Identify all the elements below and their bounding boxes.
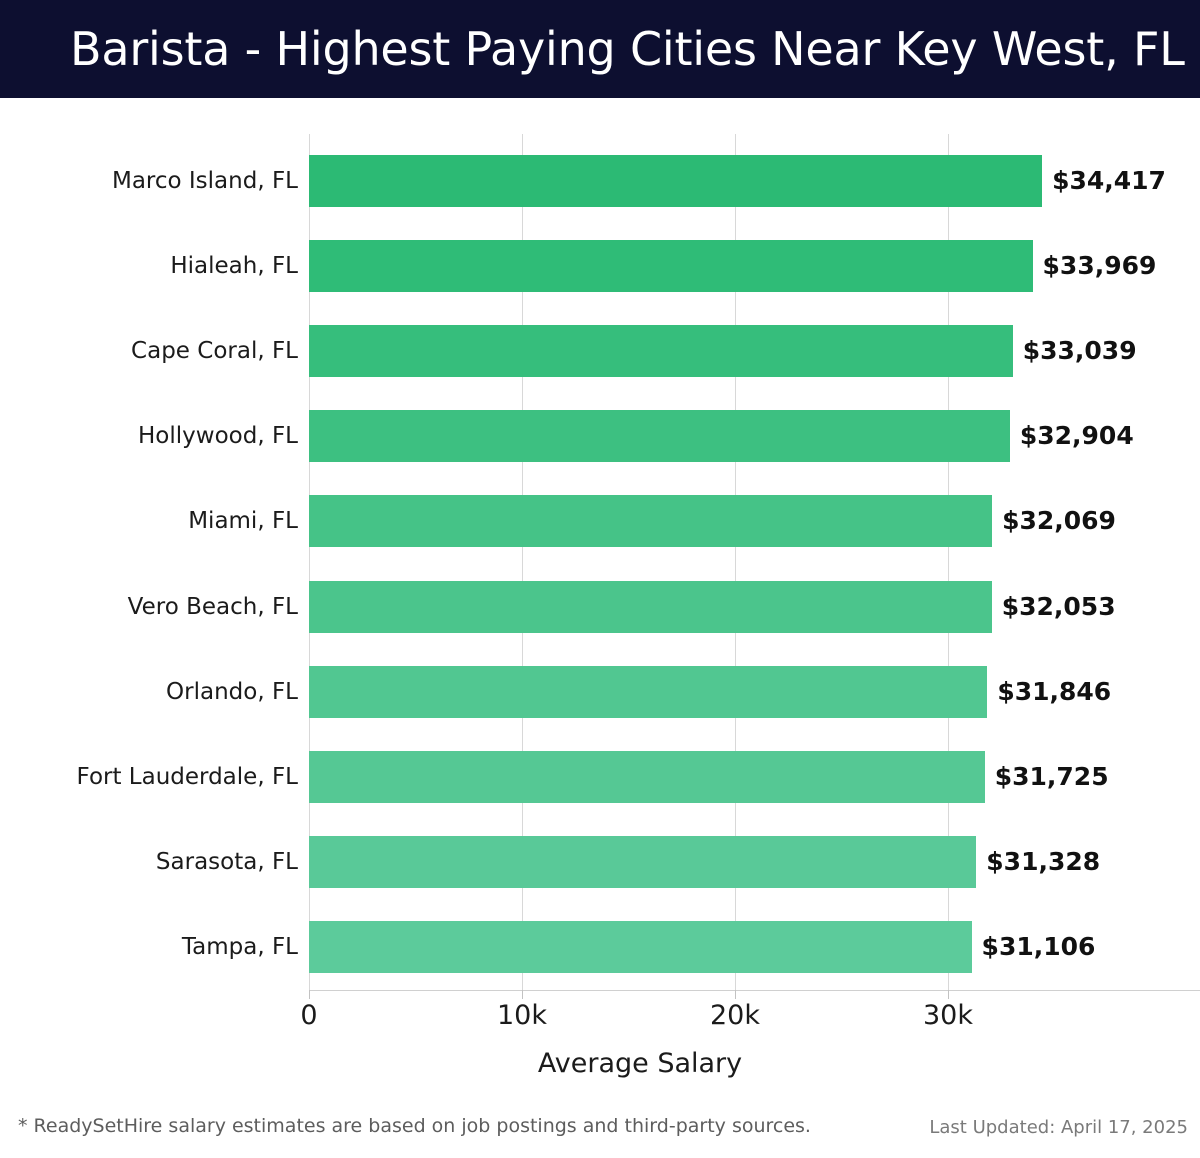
bar-row[interactable]: Sarasota, FL $31,328	[0, 835, 1200, 888]
bar-category-label: Sarasota, FL	[155, 848, 298, 875]
bar-category-label: Cape Coral, FL	[131, 338, 298, 365]
bar-category-label: Hollywood, FL	[138, 423, 298, 450]
bar-value-label: $33,969	[1042, 251, 1157, 281]
bar-value-label: $31,846	[997, 676, 1112, 706]
bar[interactable]	[309, 580, 992, 633]
x-axis-tick-label: 30k	[923, 1000, 973, 1031]
bar-row[interactable]: Cape Coral, FL $33,039	[0, 325, 1200, 378]
bar-value-label: $31,106	[981, 931, 1096, 961]
bar-value-label: $32,069	[1002, 506, 1116, 536]
x-axis-tick	[735, 990, 736, 999]
bar-value-label: $33,039	[1022, 336, 1137, 366]
bar[interactable]	[309, 410, 1010, 463]
x-axis-tick-label: 20k	[710, 1000, 760, 1031]
x-axis-title: Average Salary	[0, 1048, 1200, 1079]
gridline	[522, 134, 523, 990]
bar-category-label: Tampa, FL	[181, 933, 298, 960]
bar[interactable]	[309, 155, 1043, 207]
bar-row[interactable]: Miami, FL $32,069	[0, 495, 1200, 548]
x-axis-line	[309, 990, 1200, 991]
x-axis-tick	[522, 990, 523, 999]
bar-row[interactable]: Hialeah, FL $33,969	[0, 240, 1200, 293]
x-axis-tick	[948, 990, 949, 999]
bar-value-label: $34,417	[1052, 166, 1166, 195]
x-axis-tick-label: 0	[300, 1000, 318, 1031]
bar-category-label: Vero Beach, FL	[127, 593, 298, 620]
bar-row[interactable]: Marco Island, FL $34,417	[0, 155, 1200, 207]
gridline	[309, 134, 310, 990]
bar-value-label: $32,053	[1001, 591, 1116, 621]
bar-category-label: Marco Island, FL	[111, 168, 298, 194]
bar[interactable]	[309, 920, 972, 973]
bar-value-label: $31,725	[994, 761, 1109, 791]
bar[interactable]	[309, 835, 977, 888]
bar[interactable]	[309, 495, 993, 548]
x-axis-tick-label: 10k	[497, 1000, 547, 1031]
bar[interactable]	[309, 240, 1033, 293]
footnote-disclaimer: * ReadySetHire salary estimates are base…	[18, 1115, 811, 1137]
bar-value-label: $31,328	[986, 846, 1101, 876]
gridline	[948, 134, 949, 990]
bar-row[interactable]: Orlando, FL $31,846	[0, 665, 1200, 718]
bar-category-label: Hialeah, FL	[170, 253, 298, 280]
bar-row[interactable]: Vero Beach, FL $32,053	[0, 580, 1200, 633]
bar-category-label: Orlando, FL	[166, 678, 298, 705]
bar[interactable]	[309, 665, 988, 718]
gridline	[735, 134, 736, 990]
bar[interactable]	[309, 750, 985, 803]
bar-category-label: Miami, FL	[188, 508, 298, 535]
bar-row[interactable]: Tampa, FL $31,106	[0, 920, 1200, 973]
header-bar: Barista - Highest Paying Cities Near Key…	[0, 0, 1200, 98]
x-axis-tick	[309, 990, 310, 999]
bar-value-label: $32,904	[1019, 421, 1134, 451]
page-title: Barista - Highest Paying Cities Near Key…	[70, 22, 1185, 76]
x-axis-title-text: Average Salary	[537, 1048, 743, 1079]
bar[interactable]	[309, 325, 1013, 378]
bar-category-label: Fort Lauderdale, FL	[76, 763, 298, 790]
bar-row[interactable]: Fort Lauderdale, FL $31,725	[0, 750, 1200, 803]
plot-area	[309, 134, 949, 990]
bar-row[interactable]: Hollywood, FL $32,904	[0, 410, 1200, 463]
footnote-last-updated: Last Updated: April 17, 2025	[929, 1117, 1188, 1138]
